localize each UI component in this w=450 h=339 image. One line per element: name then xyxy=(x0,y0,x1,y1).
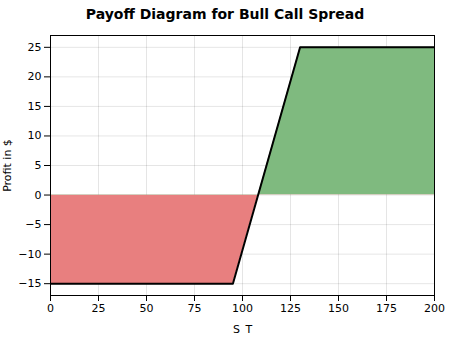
svg-text:15: 15 xyxy=(28,100,42,113)
svg-text:10: 10 xyxy=(28,129,42,142)
svg-text:0: 0 xyxy=(35,189,42,202)
svg-text:5: 5 xyxy=(35,159,42,172)
svg-text:25: 25 xyxy=(92,302,106,315)
svg-text:175: 175 xyxy=(376,302,397,315)
svg-text:Profit in $: Profit in $ xyxy=(1,139,14,192)
svg-text:50: 50 xyxy=(140,302,154,315)
svg-text:25: 25 xyxy=(28,41,42,54)
svg-text:−5: −5 xyxy=(25,218,41,231)
svg-text:125: 125 xyxy=(280,302,301,315)
svg-text:100: 100 xyxy=(232,302,253,315)
html-text:Payoff Diagram for Bull Call S: Payoff Diagram for Bull Call Spread xyxy=(85,6,365,22)
svg-text:S_T: S_T xyxy=(233,323,252,336)
svg-text:20: 20 xyxy=(28,70,42,83)
svg-text:0: 0 xyxy=(47,302,54,315)
svg-text:−15: −15 xyxy=(18,277,41,290)
svg-text:75: 75 xyxy=(188,302,202,315)
svg-text:200: 200 xyxy=(424,302,445,315)
svg-text:−10: −10 xyxy=(18,248,41,261)
svg-text:150: 150 xyxy=(328,302,349,315)
